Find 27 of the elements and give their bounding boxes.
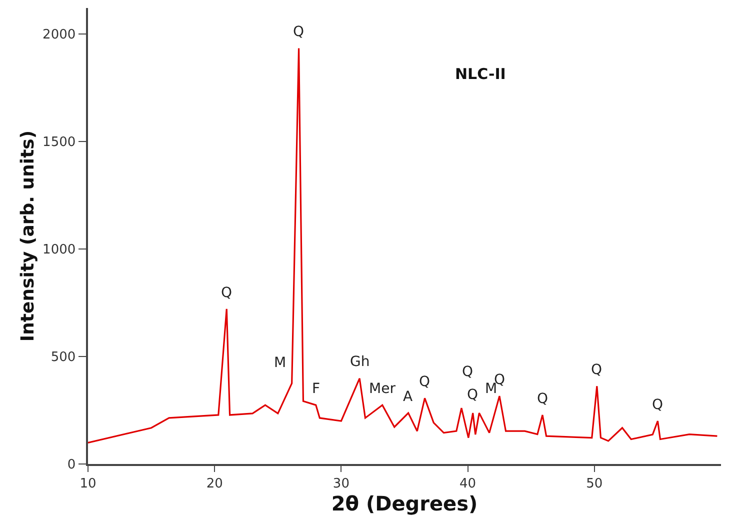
annotation: A [403, 389, 413, 405]
annotation: Q [537, 391, 548, 407]
annotation: Q [462, 364, 474, 380]
y-tick-label: 1000 [42, 242, 76, 258]
y-tick-label: 0 [67, 458, 76, 473]
annotation: Q [467, 387, 478, 403]
annotation: Q [419, 374, 430, 390]
y-tick-label: 500 [50, 350, 76, 365]
x-axis-title: 2θ (Degrees) [331, 491, 478, 516]
annotation: M [274, 355, 286, 371]
annotation: NLC-II [455, 65, 506, 83]
x-tick-label: 30 [332, 476, 350, 492]
y-tick-label: 2000 [42, 27, 76, 42]
annotation: F [312, 381, 320, 397]
annotation: Gh [350, 354, 370, 370]
y-axis-title: Intensity (arb. units) [17, 130, 38, 342]
x-tick-label: 40 [460, 476, 476, 492]
x-tick-label: 50 [586, 476, 603, 492]
x-tick-label: 20 [206, 476, 223, 492]
x-tick-label: 10 [80, 476, 96, 492]
line-series [88, 47, 718, 444]
annotation: Q [293, 24, 304, 40]
annotation: Q [652, 397, 664, 413]
annotation: Q [591, 362, 602, 378]
y-tick-label: 1500 [42, 134, 76, 150]
annotation: Mer [369, 381, 396, 397]
annotation: Q [221, 285, 232, 301]
